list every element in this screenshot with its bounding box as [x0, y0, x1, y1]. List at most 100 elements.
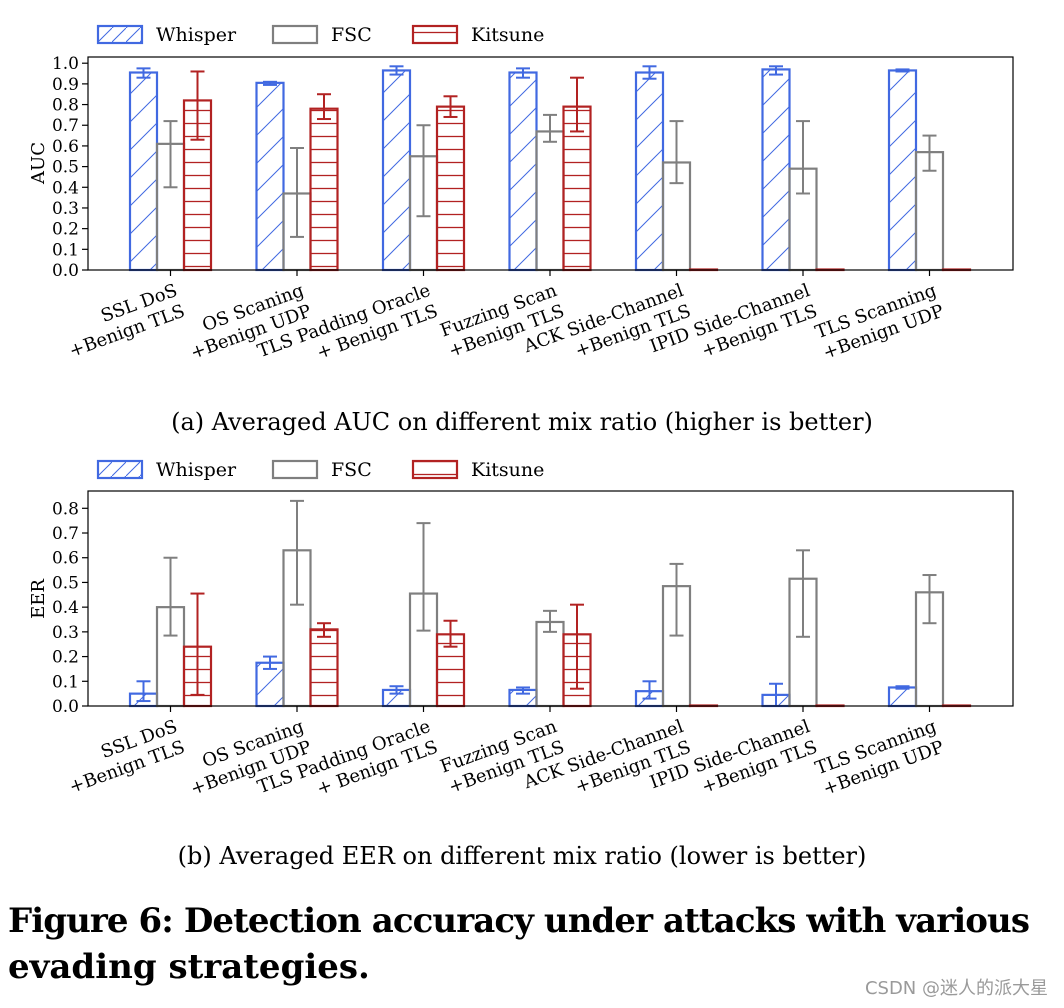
auc-category-label: SSL DoS+Benign TLS: [59, 280, 188, 362]
eer-y-tick-label: 0.7: [52, 524, 79, 544]
auc-category-label: OS Scaning+Benign UDP: [180, 280, 314, 364]
eer-error-bar-whisper: [895, 685, 910, 690]
auc-error-bar-fsc: [922, 134, 937, 172]
auc-legend-swatch-kitsune: [411, 24, 459, 45]
auc-legend-swatch-whisper: [96, 24, 144, 45]
auc-y-tick-label: 1.0: [52, 54, 79, 74]
auc-y-tick-label: 0.1: [52, 240, 79, 260]
eer-y-tick-label: 0.4: [52, 598, 79, 618]
eer-error-bar-fsc: [922, 574, 937, 625]
eer-error-bar-fsc: [543, 609, 557, 633]
eer-legend-swatch-kitsune: [411, 459, 459, 480]
auc-legend-label-whisper: Whisper: [156, 24, 237, 46]
auc-chart: Whisper FSC Kitsune AUC 0.00.10.20.30.40.5…: [28, 24, 1014, 436]
auc-error-bar-fsc: [290, 146, 304, 238]
figure-title-line-2: evading strategies.: [8, 947, 370, 987]
eer-legend-swatch-whisper: [96, 459, 144, 480]
eer-bar-kitsune: [309, 628, 339, 708]
watermark: CSDN @迷人的派大星: [865, 978, 1048, 999]
eer-error-bar-kitsune: [190, 592, 205, 696]
auc-axes-frame: [87, 56, 1014, 271]
auc-legend: Whisper FSC Kitsune: [96, 24, 544, 46]
eer-error-bar-kitsune: [443, 619, 458, 648]
auc-bar-whisper: [255, 81, 285, 272]
eer-bar-fsc: [535, 620, 565, 708]
auc-error-bar-kitsune: [317, 93, 331, 121]
auc-caption: (a) Averaged AUC on different mix ratio …: [171, 408, 873, 436]
auc-legend-label-kitsune: Kitsune: [471, 24, 544, 46]
auc-y-tick-label: 0.6: [52, 137, 79, 157]
auc-error-bar-kitsune: [443, 95, 458, 118]
eer-y-tick-label: 0.8: [52, 499, 79, 519]
eer-bar-whisper: [887, 686, 918, 708]
auc-error-bar-whisper: [389, 65, 404, 76]
auc-bar-whisper: [887, 69, 918, 272]
eer-legend-label-fsc: FSC: [331, 459, 372, 481]
eer-error-bar-whisper: [516, 686, 530, 695]
auc-bar-whisper: [634, 71, 665, 272]
eer-y-tick-label: 0.1: [52, 672, 79, 692]
eer-axes-frame: [87, 490, 1014, 707]
auc-error-bar-whisper: [769, 65, 783, 76]
eer-error-bar-whisper: [642, 680, 657, 700]
auc-y-tick-label: 0.5: [52, 158, 79, 178]
auc-bar-whisper: [508, 71, 538, 272]
eer-category-label: OS Scaning+Benign UDP: [180, 716, 314, 800]
eer-error-bar-whisper: [136, 680, 151, 703]
eer-legend-label-kitsune: Kitsune: [471, 459, 544, 481]
auc-bar-whisper: [381, 69, 412, 272]
auc-bar-fsc: [535, 130, 565, 272]
eer-error-bar-fsc: [163, 556, 178, 637]
eer-legend-swatch-fsc: [271, 459, 319, 480]
eer-error-bar-kitsune: [317, 622, 331, 638]
eer-chart: Whisper FSC Kitsune EER 0.0 0.1 0.2 0.3 0.4 0.5…: [28, 459, 1014, 870]
auc-y-tick-label: 0.0: [52, 261, 79, 281]
auc-error-bar-kitsune: [570, 76, 584, 133]
eer-y-tick-label: 0.2: [52, 648, 79, 668]
auc-bar-kitsune: [309, 107, 339, 272]
auc-error-bar-whisper: [516, 67, 530, 79]
eer-legend-label-whisper: Whisper: [156, 459, 237, 481]
auc-error-bar-whisper: [895, 68, 910, 73]
auc-y-tick-label: 0.9: [52, 75, 79, 95]
eer-category-label: TLS Scanning+Benign UDP: [812, 716, 946, 800]
auc-error-bar-fsc: [796, 120, 810, 195]
auc-y-tick-label: 0.7: [52, 116, 79, 136]
auc-y-tick-label: 0.4: [52, 178, 79, 198]
eer-error-bar-kitsune: [570, 603, 584, 690]
auc-bar-whisper: [761, 68, 791, 272]
auc-plot-area: 0.00.10.20.30.40.50.60.70.80.91.0 SSL DoS…: [52, 54, 1014, 364]
eer-error-bar-fsc: [290, 499, 304, 606]
eer-y-tick-label: 0.5: [52, 573, 79, 593]
eer-error-bar-fsc: [796, 549, 810, 638]
eer-y-tick-label: 0.3: [52, 623, 79, 643]
eer-legend: Whisper FSC Kitsune: [96, 459, 544, 481]
auc-error-bar-fsc: [416, 124, 431, 218]
auc-y-tick-label: 0.8: [52, 96, 79, 116]
eer-error-bar-fsc: [669, 562, 684, 637]
auc-error-bar-whisper: [642, 65, 657, 80]
auc-category-label: TLS Scanning+Benign UDP: [812, 280, 946, 364]
auc-legend-swatch-fsc: [271, 24, 319, 45]
auc-error-bar-kitsune: [190, 70, 205, 141]
auc-legend-label-fsc: FSC: [331, 24, 372, 46]
eer-y-tick-label: 0.6: [52, 549, 79, 569]
eer-error-bar-whisper: [389, 685, 404, 695]
auc-bar-kitsune: [435, 105, 466, 272]
auc-bar-whisper: [128, 71, 159, 272]
figure-title-line-1: Figure 6: Detection accuracy under attac…: [8, 901, 1030, 941]
eer-error-bar-whisper: [263, 655, 277, 670]
auc-y-tick-label: 0.2: [52, 220, 79, 240]
auc-error-bar-fsc: [543, 113, 557, 143]
auc-error-bar-whisper: [136, 67, 151, 79]
eer-y-axis-label: EER: [28, 579, 49, 619]
auc-y-tick-label: 0.3: [52, 199, 79, 219]
auc-error-bar-fsc: [669, 120, 684, 185]
eer-caption: (b) Averaged EER on different mix ratio …: [178, 842, 867, 870]
eer-plot-area: 0.0 0.1 0.2 0.3 0.4 0.5 0.6 0.7 0.8 SSL DoS+Benig…: [52, 490, 1014, 800]
auc-y-axis-label: AUC: [28, 142, 49, 185]
auc-error-bar-fsc: [163, 120, 178, 189]
eer-y-tick-label: 0.0: [52, 697, 79, 717]
eer-error-bar-fsc: [416, 522, 431, 632]
